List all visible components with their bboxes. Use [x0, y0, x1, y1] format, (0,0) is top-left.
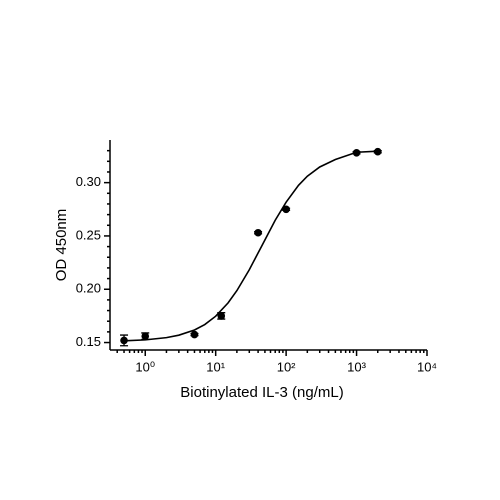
y-tick-label: 0.25 — [76, 227, 101, 242]
fit-curve — [124, 150, 378, 342]
y-tick-label: 0.30 — [76, 174, 101, 189]
data-point — [373, 147, 382, 156]
x-tick-label: 10⁰ — [135, 359, 155, 374]
data-point — [282, 205, 290, 214]
x-axis-label: Biotinylated IL-3 (ng/mL) — [180, 384, 343, 401]
data-point — [190, 330, 199, 339]
data-point — [120, 336, 128, 345]
x-tick-label: 10¹ — [206, 359, 225, 374]
x-tick-label: 10³ — [347, 359, 366, 374]
x-tick-label: 10⁴ — [417, 359, 437, 374]
data-point — [352, 148, 361, 157]
x-tick-label: 10² — [277, 359, 296, 374]
y-axis-label: OD 450nm — [53, 209, 70, 282]
data-point — [217, 312, 226, 320]
y-tick-label: 0.20 — [76, 281, 101, 296]
data-point — [254, 228, 262, 237]
y-tick-label: 0.15 — [76, 334, 101, 349]
data-point — [141, 332, 150, 340]
